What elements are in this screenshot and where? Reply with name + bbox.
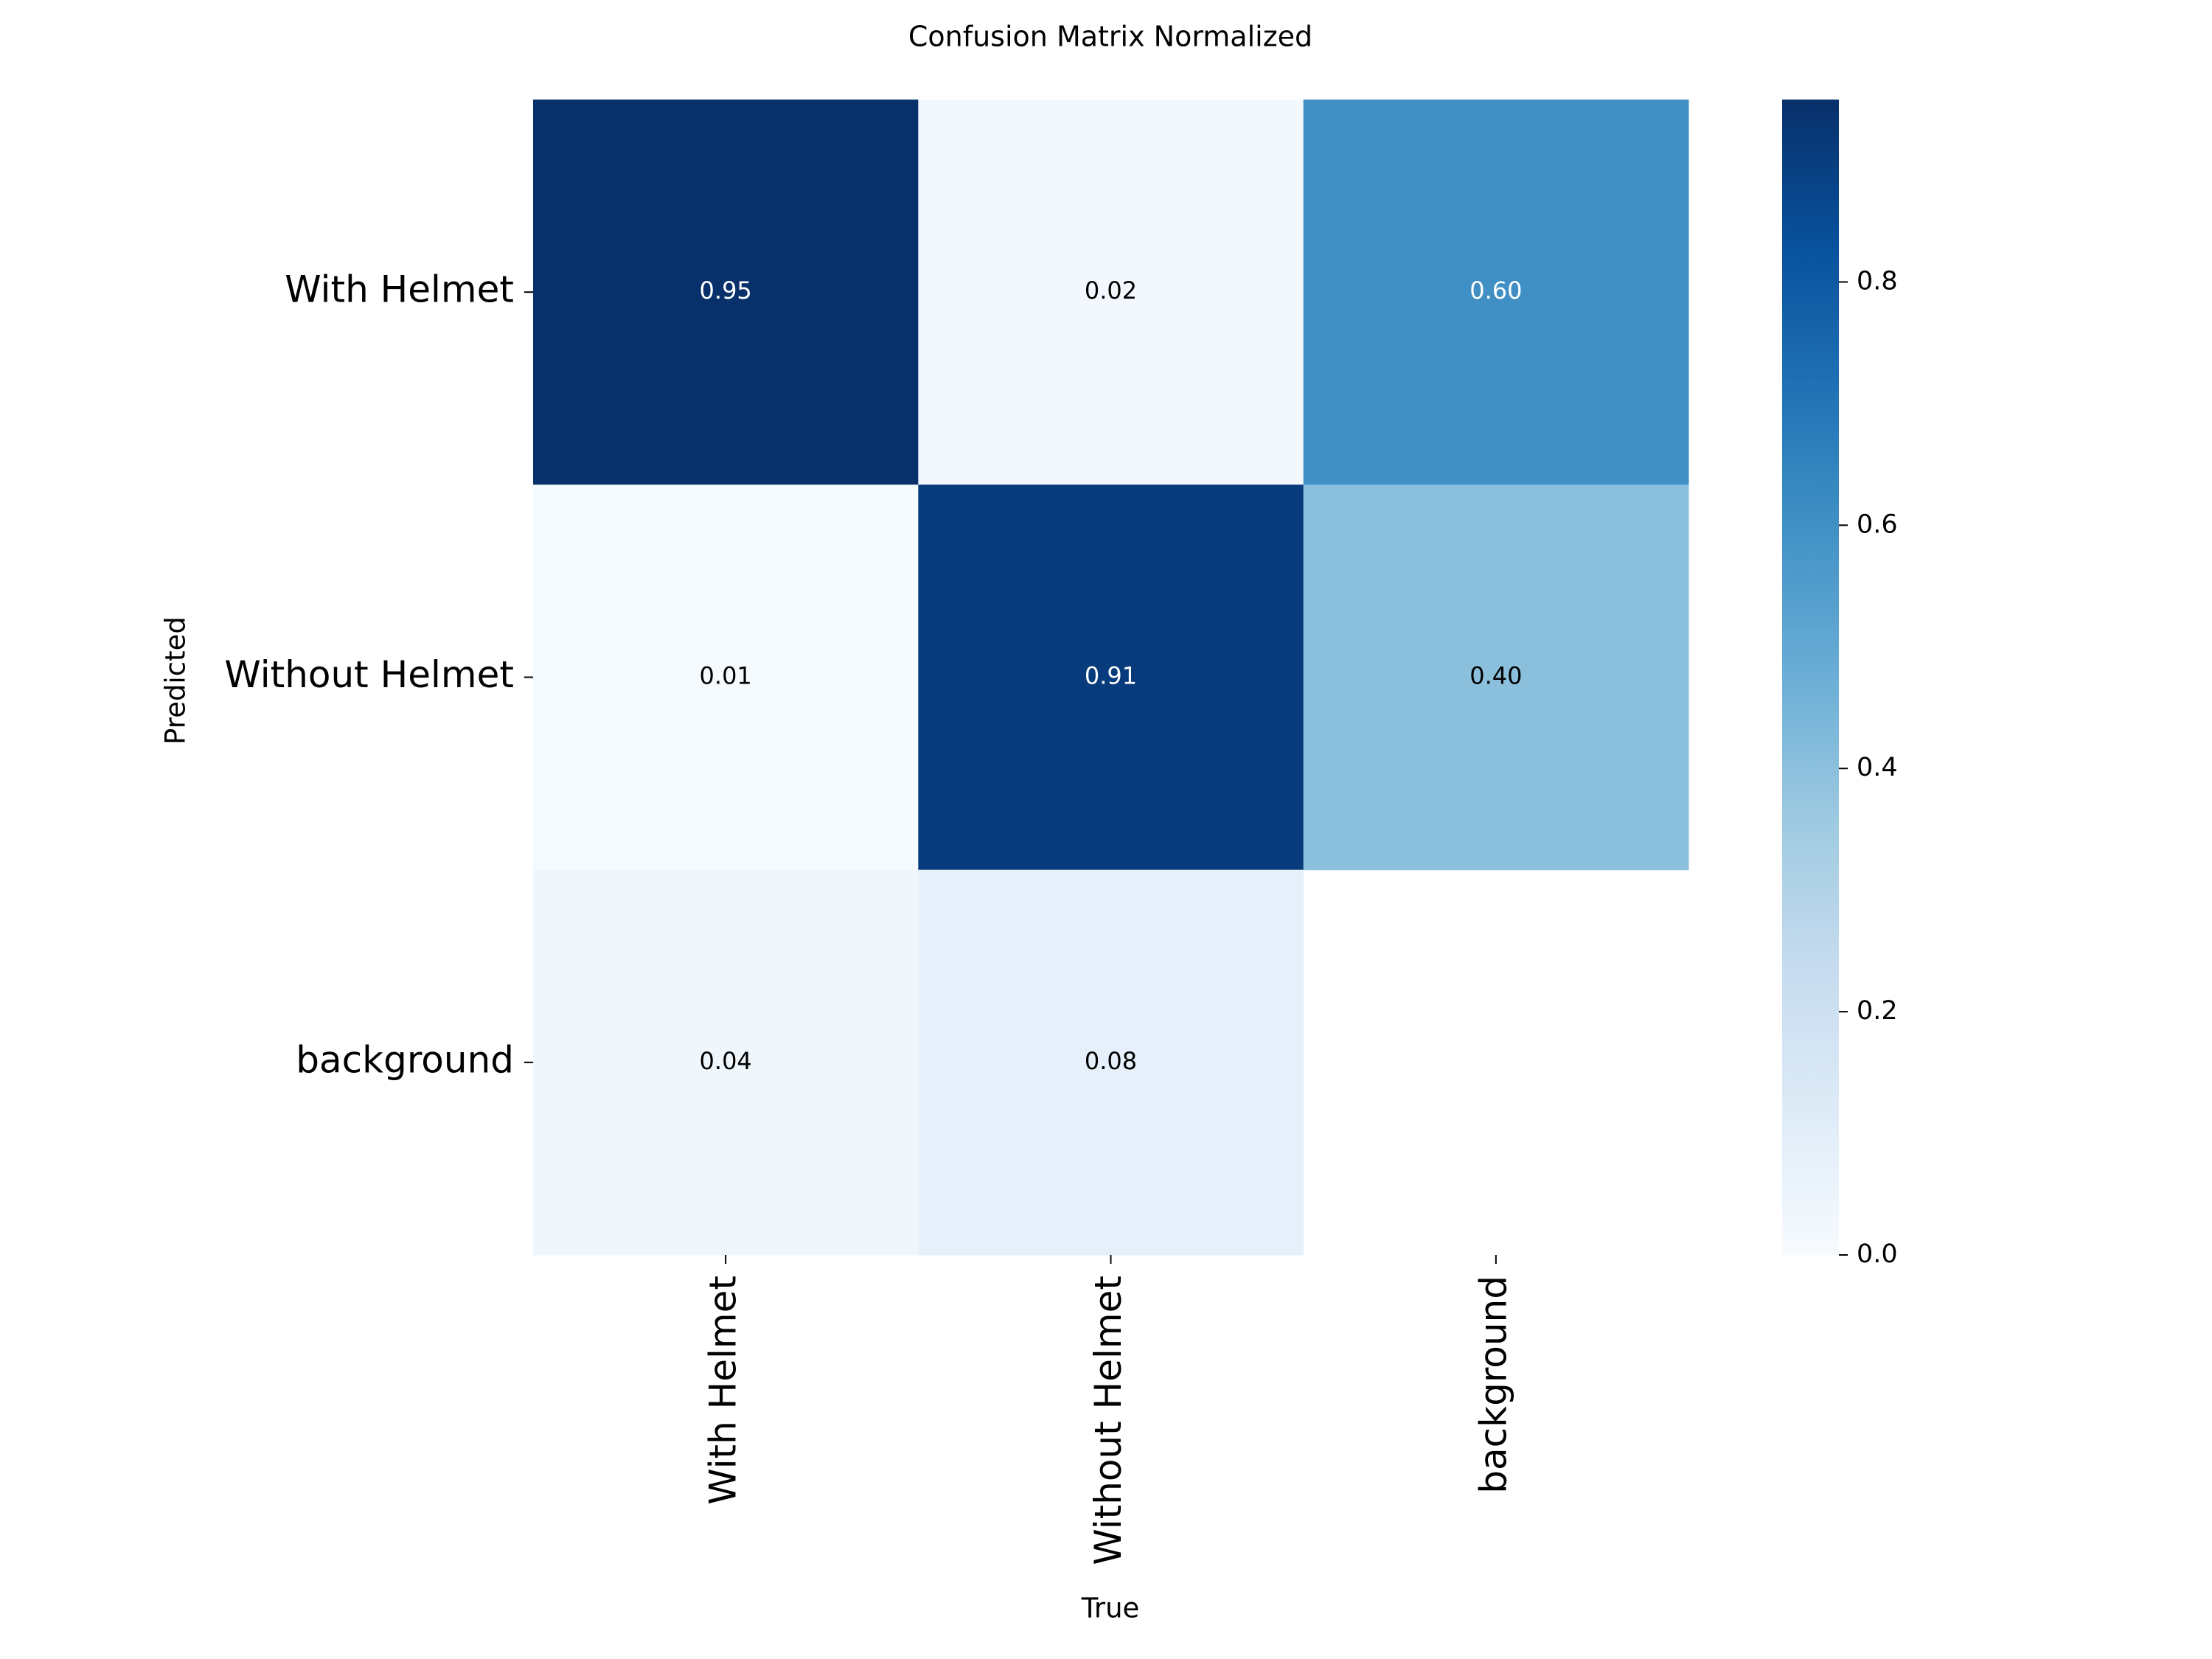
cell-label: 0.91	[1085, 662, 1137, 690]
heatmap-cell	[1303, 484, 1689, 871]
heatmap-cell	[533, 100, 919, 485]
cell-label: 0.08	[1085, 1047, 1137, 1075]
y-tick-label: With Helmet	[285, 268, 514, 311]
x-axis-label: True	[1081, 1593, 1140, 1624]
heatmap-cell	[533, 869, 919, 1256]
heatmap-cell	[918, 869, 1304, 1256]
cell-label: 0.40	[1470, 662, 1522, 690]
colorbar-tick-label: 0.0	[1857, 1239, 1898, 1269]
chart-title: Confusion Matrix Normalized	[908, 21, 1312, 53]
colorbar-tick-label: 0.8	[1857, 266, 1898, 296]
cell-label: 0.04	[700, 1047, 752, 1075]
y-tick-label: Without Helmet	[224, 653, 514, 696]
x-tick-label: Without Helmet	[1087, 1276, 1130, 1565]
colorbar-tick-label: 0.6	[1857, 509, 1898, 539]
colorbar-tick-label: 0.4	[1857, 753, 1898, 782]
cell-label: 0.02	[1085, 276, 1137, 305]
cell-label: 0.95	[700, 276, 752, 305]
heatmap-cell	[918, 484, 1304, 871]
colorbar-tick-label: 0.2	[1857, 996, 1898, 1026]
x-tick-label: With Helmet	[702, 1276, 745, 1505]
y-tick-label: background	[296, 1038, 514, 1081]
x-tick-label: background	[1472, 1276, 1514, 1494]
heatmap-cell	[1303, 100, 1689, 485]
cell-label: 0.60	[1470, 276, 1522, 305]
colorbar	[1782, 100, 1839, 1255]
cell-label: 0.01	[700, 662, 752, 690]
y-axis-label: Predicted	[160, 616, 192, 745]
heatmap-cell	[918, 100, 1304, 485]
heatmap-cell	[533, 484, 919, 871]
